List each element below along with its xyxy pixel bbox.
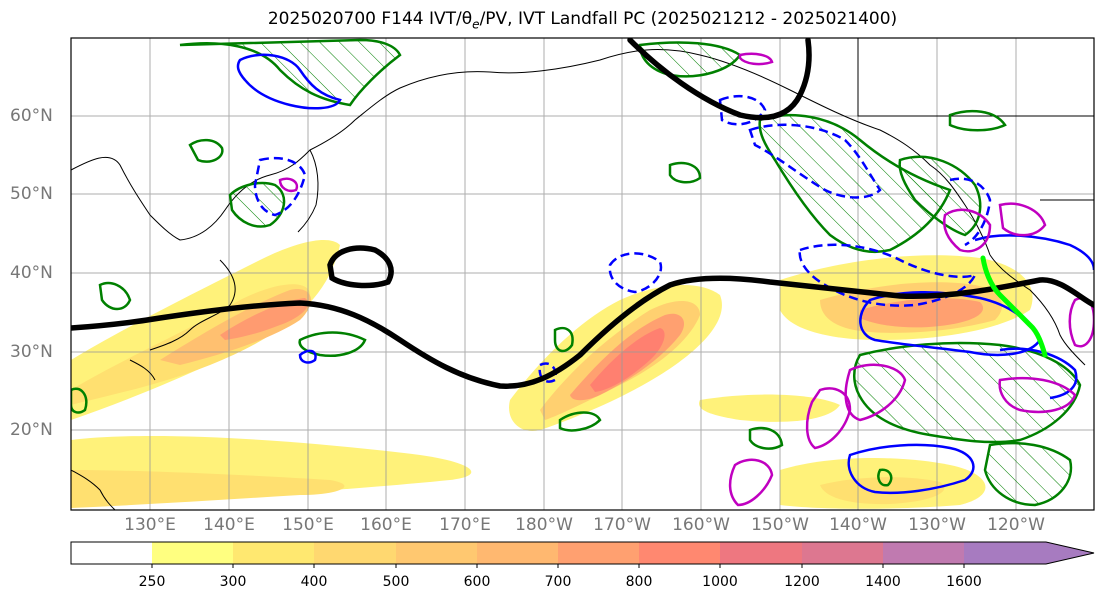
ivt-plume-west	[71, 240, 472, 508]
lon-label-160e: 160°E	[360, 515, 412, 535]
colorbar-tick-1200: 1200	[784, 574, 820, 590]
lon-label-150w: 150°W	[751, 515, 809, 535]
lon-label-160w: 160°W	[672, 515, 730, 535]
colorbar-tick-300: 300	[219, 574, 247, 590]
ivt-plume-central	[509, 284, 840, 431]
landfall-line	[980, 255, 1048, 358]
colorbar-tick-1600: 1600	[946, 574, 982, 590]
title-bar: 2025020700 F144 IVT/θe/PV, IVT Landfall …	[0, 0, 1105, 34]
lon-label-150e: 150°E	[282, 515, 334, 535]
lon-label-180w: 180°W	[515, 515, 573, 535]
lat-label-20n: 20°N	[10, 420, 53, 440]
lat-label-50n: 50°N	[10, 184, 53, 204]
colorbar-tick-600: 600	[463, 574, 491, 590]
colorbar-tick-1400: 1400	[865, 574, 901, 590]
pv-contours	[71, 38, 1094, 389]
lat-label-30n: 30°N	[10, 342, 53, 362]
lon-label-170e: 170°E	[439, 515, 491, 535]
colorbar	[70, 541, 1095, 568]
coastlines	[71, 38, 1094, 510]
lat-label-40n: 40°N	[10, 263, 53, 283]
green-contours	[71, 38, 1082, 507]
map-title: 2025020700 F144 IVT/θe/PV, IVT Landfall …	[267, 9, 898, 32]
colorbar-tick-500: 500	[382, 574, 410, 590]
lat-label-60n: 60°N	[10, 106, 53, 126]
lon-label-140e: 140°E	[203, 515, 255, 535]
map-border	[70, 37, 1095, 511]
colorbar-tick-700: 700	[544, 574, 572, 590]
lon-label-130w: 130°W	[908, 515, 966, 535]
colorbar-tick-400: 400	[300, 574, 328, 590]
map-content	[71, 38, 1094, 510]
lon-label-130e: 130°E	[124, 515, 176, 535]
colorbar-tick-250: 250	[138, 574, 166, 590]
lon-label-170w: 170°W	[593, 515, 651, 535]
colorbar-tick-1000: 1000	[702, 574, 738, 590]
lon-label-140w: 140°W	[829, 515, 887, 535]
blue-contours	[236, 53, 1094, 495]
lon-label-120w: 120°W	[987, 515, 1045, 535]
colorbar-tick-800: 800	[625, 574, 653, 590]
